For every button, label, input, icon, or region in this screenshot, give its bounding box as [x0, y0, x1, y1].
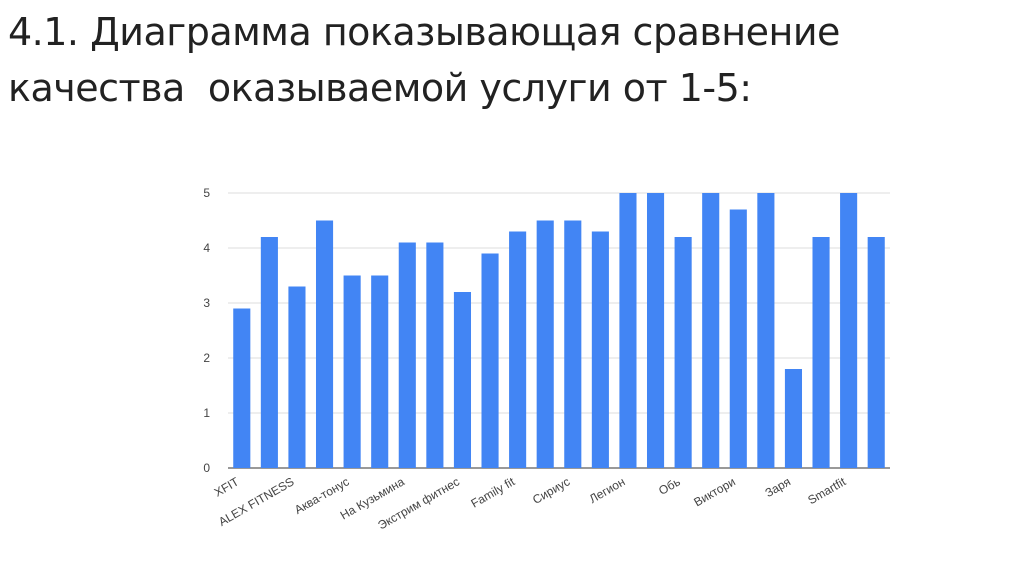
x-tick-label: Обь	[656, 474, 682, 497]
bar	[481, 253, 499, 468]
bar	[426, 242, 444, 468]
y-tick-label: 4	[203, 241, 210, 255]
bar	[619, 193, 637, 468]
bar	[646, 193, 665, 468]
y-tick-label: 5	[203, 186, 210, 200]
bar	[288, 286, 306, 468]
bar	[867, 237, 885, 468]
bar	[343, 275, 361, 468]
bar	[564, 220, 582, 468]
bar	[757, 193, 775, 468]
x-tick-label: Легион	[587, 474, 628, 506]
x-tick-label: XFIT	[212, 474, 242, 499]
x-tick-label: Сириус	[530, 474, 572, 506]
x-tick-label: Виктори	[691, 474, 737, 509]
bar	[729, 209, 747, 468]
bar	[536, 220, 554, 468]
bar	[702, 193, 720, 468]
bar	[812, 237, 830, 468]
bar	[260, 237, 278, 468]
y-tick-label: 3	[203, 296, 210, 310]
bar	[315, 220, 334, 468]
y-tick-label: 1	[203, 406, 210, 420]
bar	[840, 193, 858, 468]
x-tick-label: Smartfit	[805, 474, 848, 507]
bar	[591, 231, 609, 468]
bar	[233, 308, 251, 468]
y-tick-label: 0	[203, 461, 210, 475]
bar	[398, 242, 416, 468]
slide-title: 4.1. Диаграмма показывающая сравнение ка…	[8, 10, 840, 110]
bar	[453, 292, 472, 468]
bar	[784, 369, 803, 468]
x-tick-label: Family fit	[469, 474, 518, 510]
bar	[674, 237, 692, 468]
bar	[371, 275, 389, 468]
y-tick-label: 2	[203, 351, 210, 365]
x-tick-label: Заря	[763, 474, 793, 500]
bar	[509, 231, 527, 468]
